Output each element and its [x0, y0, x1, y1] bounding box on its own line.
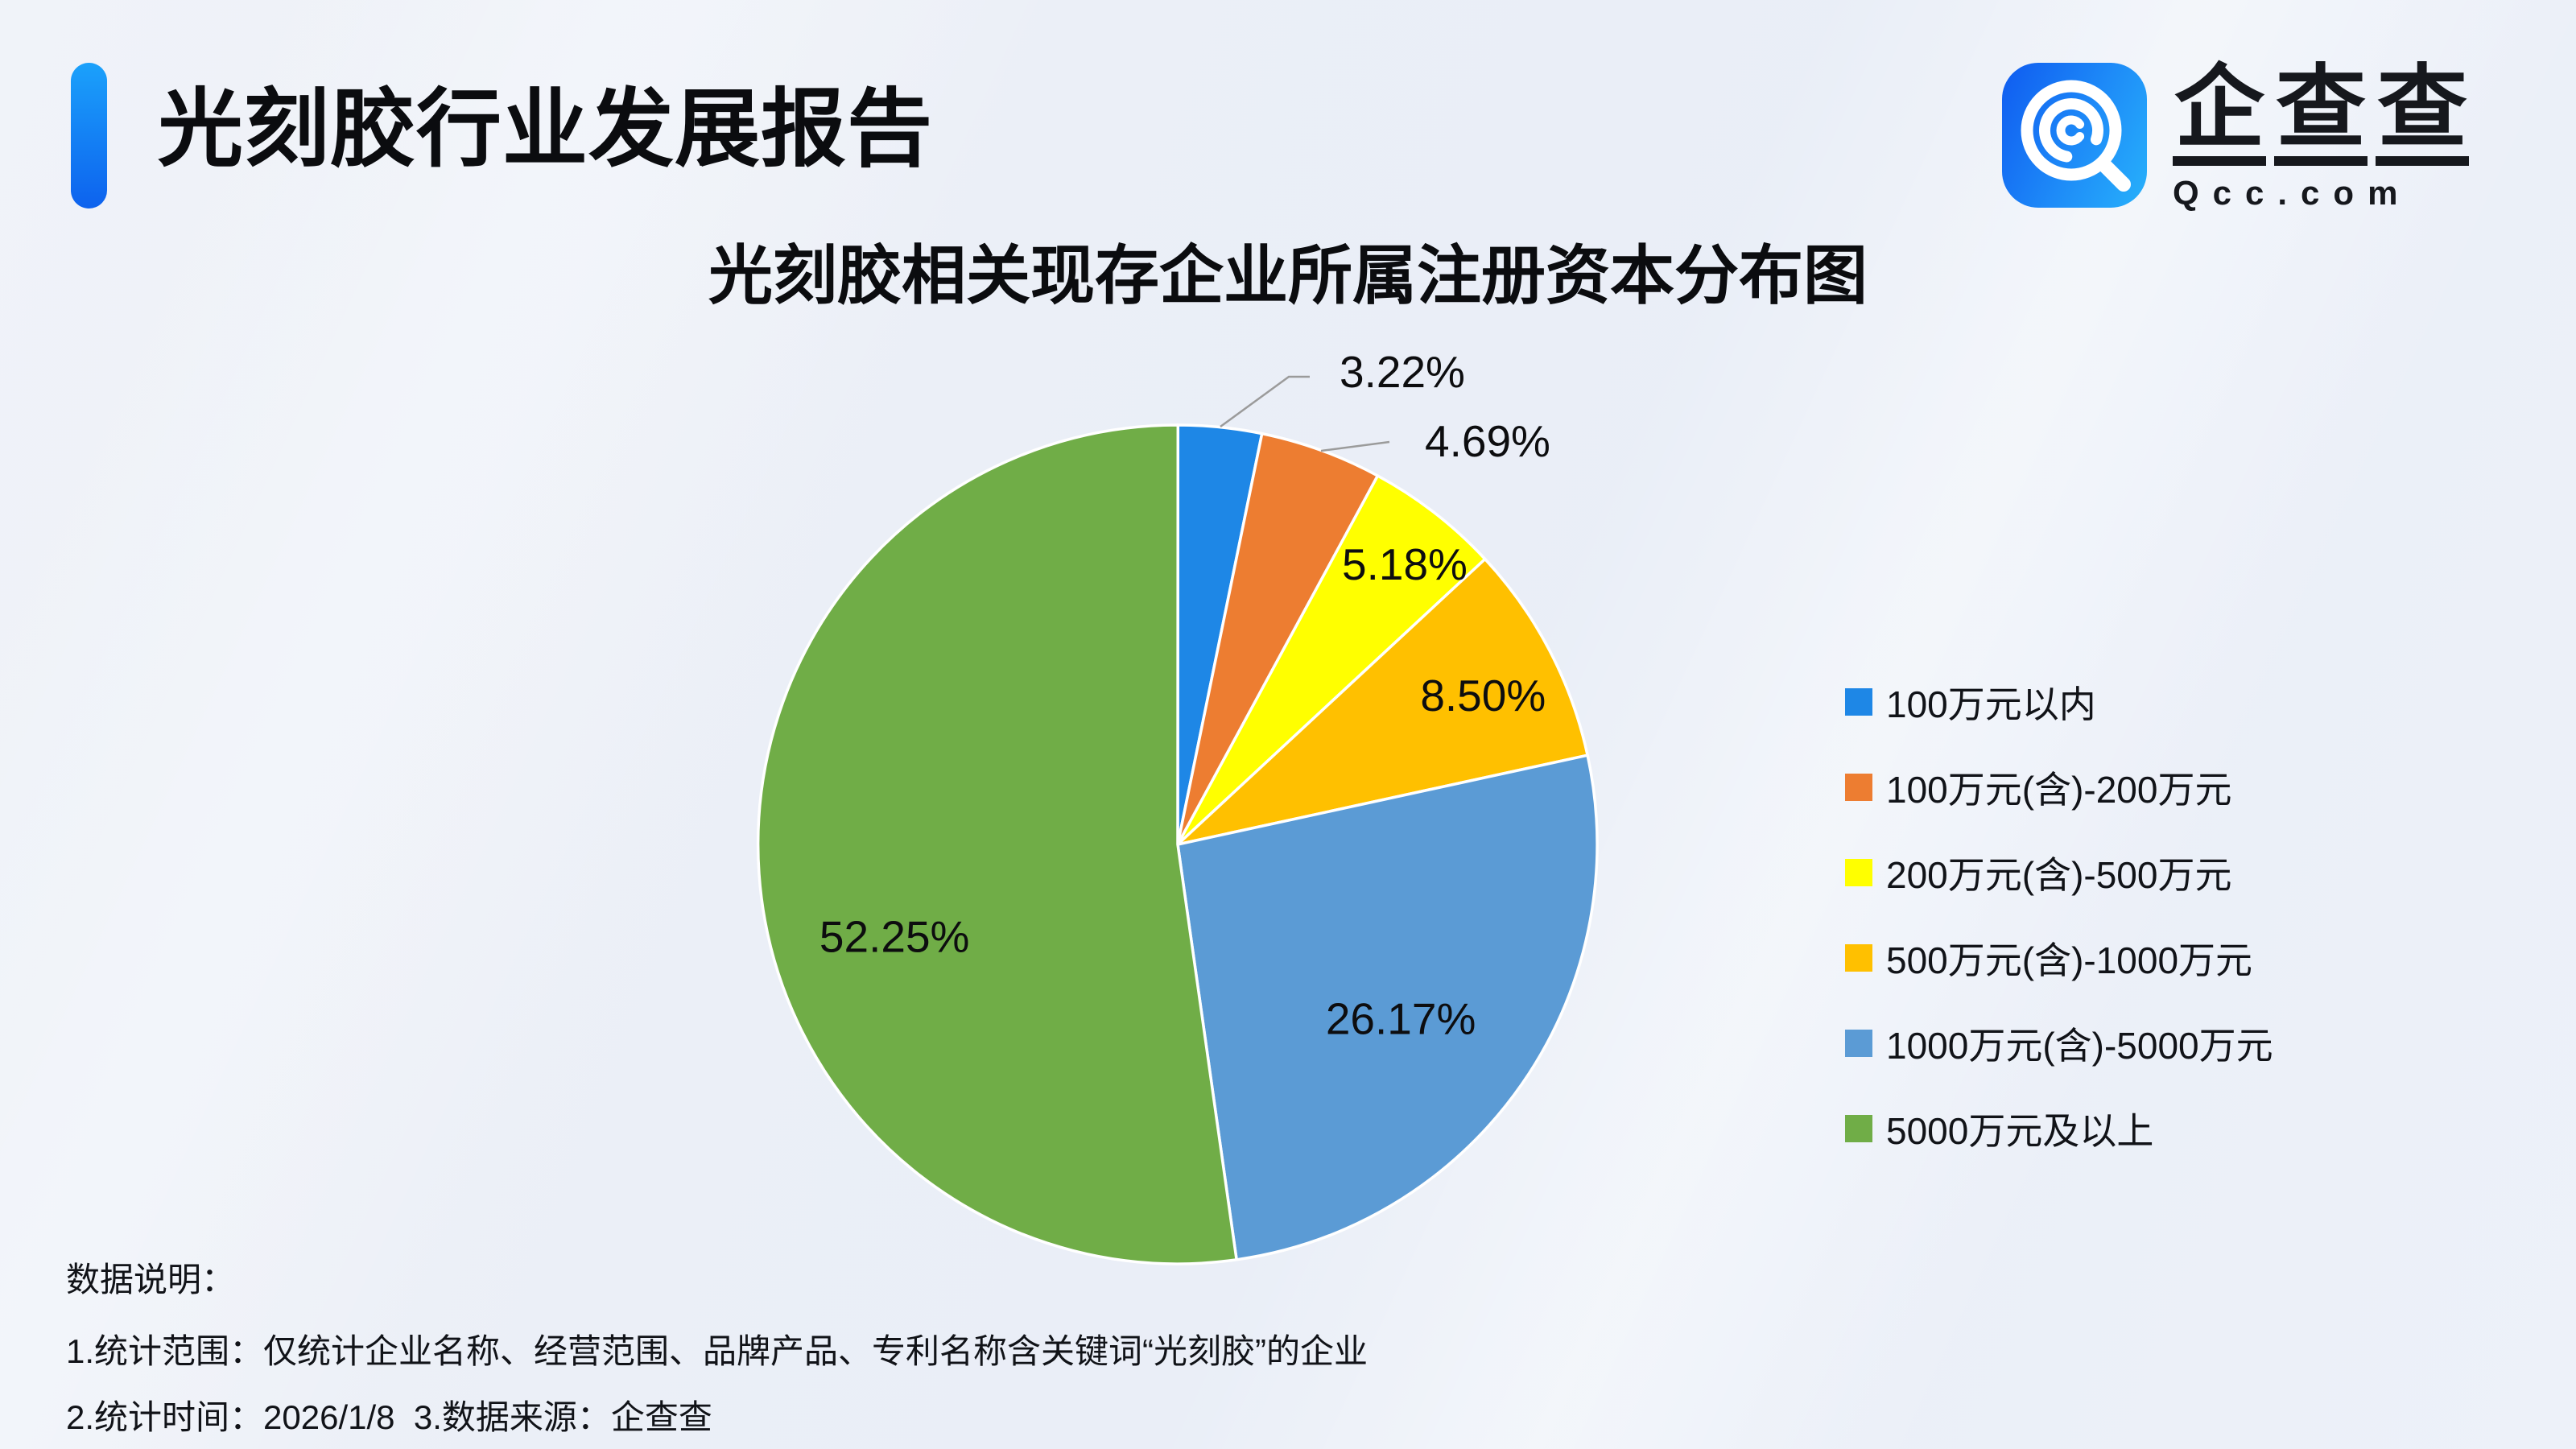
legend-swatch: [1845, 944, 1872, 972]
qcc-logo-char: 查: [2376, 63, 2469, 166]
pie-value-label: 26.17%: [1326, 994, 1476, 1044]
legend-swatch: [1845, 1115, 1872, 1142]
pie-slice-3: [1176, 557, 1589, 846]
legend-label: 100万元以内: [1886, 683, 2096, 725]
pie-value-label: 5.18%: [1342, 539, 1468, 589]
page-title: 光刻胶行业发展报告: [158, 82, 933, 177]
title-accent-bar: [71, 63, 107, 208]
qcc-logo-char: 查: [2274, 63, 2368, 166]
legend-label: 5000万元及以上: [1886, 1110, 2154, 1152]
legend-label: 500万元(含)-1000万元: [1886, 939, 2253, 981]
leader-line: [1220, 375, 1310, 428]
legend-item: 5000万元及以上: [1845, 1107, 2273, 1152]
leader-line: [1320, 440, 1390, 452]
pie-value-label: 4.69%: [1425, 416, 1550, 466]
pie-value-label: 8.50%: [1420, 671, 1546, 720]
legend-item: 100万元以内: [1845, 680, 2273, 725]
legend-label: 1000万元(含)-5000万元: [1886, 1025, 2273, 1067]
chart-title: 光刻胶相关现存企业所属注册资本分布图: [708, 240, 1868, 312]
footnote-date-source: 2.统计时间：2026/1/8 3.数据来源：企查查: [66, 1398, 712, 1436]
pie-value-label: 3.22%: [1340, 347, 1465, 397]
pie-value-label: 52.25%: [819, 911, 970, 961]
legend-swatch: [1845, 688, 1872, 716]
legend-item: 100万元(含)-200万元: [1845, 766, 2273, 811]
legend-swatch: [1845, 859, 1872, 886]
legend-swatch: [1845, 1030, 1872, 1057]
magnifier-icon: [2021, 80, 2131, 192]
footnote-heading: 数据说明：: [66, 1261, 236, 1298]
pie-slice-5: [756, 423, 1238, 1265]
qcc-logo: 企 查 查 Qcc.com: [2002, 63, 2477, 213]
qcc-logo-domain: Qcc.com: [2173, 174, 2412, 212]
qcc-logo-char: 企: [2173, 63, 2266, 166]
pie-slice-4: [1176, 753, 1599, 1261]
pie-slice-2: [1176, 474, 1487, 846]
chart-legend: 100万元以内 100万元(含)-200万元 200万元(含)-500万元 50…: [1845, 680, 2273, 1192]
legend-label: 100万元(含)-200万元: [1886, 769, 2232, 811]
legend-swatch: [1845, 774, 1872, 801]
qcc-logo-name: 企 查 查: [2173, 63, 2477, 166]
legend-item: 500万元(含)-1000万元: [1845, 936, 2273, 981]
footnote-scope: 1.统计范围：仅统计企业名称、经营范围、品牌产品、专利名称含关键词“光刻胶”的企…: [66, 1332, 1368, 1370]
qcc-logo-icon: [2002, 63, 2147, 208]
legend-label: 200万元(含)-500万元: [1886, 854, 2232, 896]
qcc-logo-text: 企 查 查 Qcc.com: [2173, 63, 2477, 213]
legend-item: 1000万元(含)-5000万元: [1845, 1022, 2273, 1067]
legend-item: 200万元(含)-500万元: [1845, 851, 2273, 896]
